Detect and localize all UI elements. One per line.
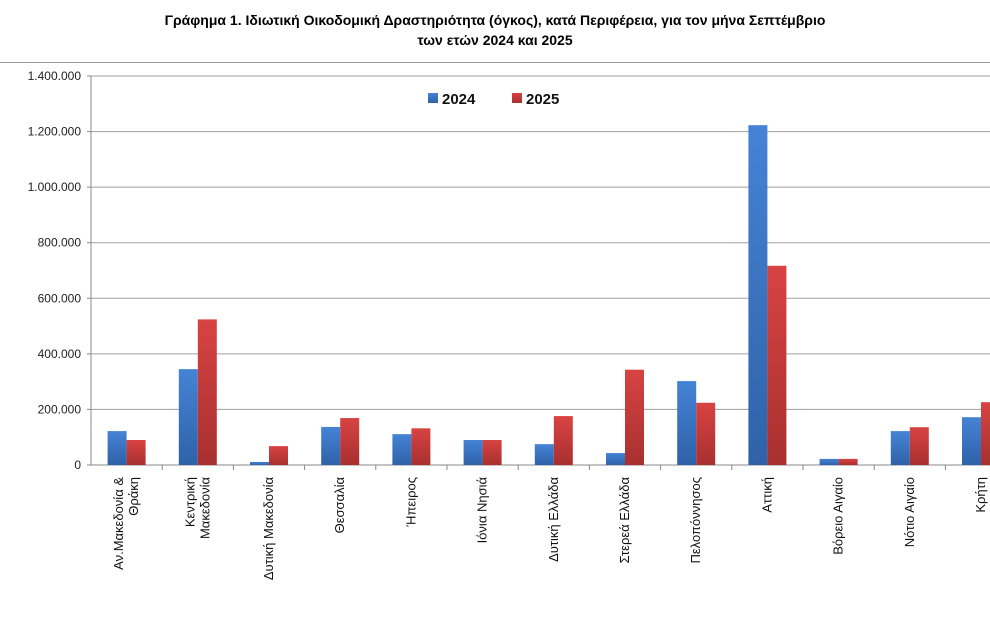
bar-2025 (197, 319, 217, 465)
x-tick-label: Αττική (759, 477, 774, 513)
bar-2025 (553, 416, 573, 465)
frame-top-border (0, 62, 990, 63)
bar-2025 (482, 439, 502, 465)
bar-2025 (269, 446, 288, 465)
bar-2024 (748, 125, 768, 465)
bar-2025 (909, 427, 929, 465)
chart-title: Γράφημα 1. Ιδιωτική Οικοδομική Δραστηριό… (0, 10, 990, 50)
legend-label-2024: 2024 (442, 91, 476, 108)
y-tick-label: 0 (74, 458, 81, 472)
legend-swatch-2025 (512, 93, 522, 103)
x-tick-label: Πελοπόννησος (688, 477, 703, 563)
x-tick-label: Αν.Μακεδονία & (111, 477, 126, 570)
x-tick-label: Ήπειρος (403, 477, 418, 527)
x-tick-label: Στερεά Ελλάδα (617, 477, 632, 564)
bar-2024 (463, 439, 483, 465)
bar-2024 (534, 444, 554, 465)
bar-2024 (606, 453, 625, 465)
x-tick-label: Θεσσαλία (332, 477, 347, 534)
title-line-2: των ετών 2024 και 2025 (417, 32, 573, 48)
bar-2025 (767, 265, 787, 465)
x-tick-label: Νότιο Αιγαίο (902, 477, 917, 547)
x-tick-label: Θράκη (126, 477, 141, 516)
legend-label-2025: 2025 (526, 91, 559, 108)
bar-2025 (625, 369, 644, 465)
x-tick-label: Βόρειο Αιγαίο (831, 477, 846, 555)
bar-2024 (250, 461, 269, 465)
y-tick-label: 1.200.000 (28, 125, 82, 139)
bar-2025 (411, 428, 431, 465)
bar-2024 (178, 369, 198, 465)
y-tick-label: 600.000 (38, 291, 82, 305)
bar-2025 (981, 402, 990, 465)
y-tick-label: 1.400.000 (28, 69, 82, 83)
x-tick-label: Ιόνια Νησιά (475, 477, 490, 544)
legend-swatch-2024 (428, 93, 438, 103)
x-tick-label: Κεντρική (182, 477, 197, 527)
bar-2024 (392, 434, 412, 465)
bar-2025 (340, 418, 360, 465)
bar-2025 (838, 458, 858, 465)
bar-2025 (696, 402, 716, 465)
bar-2024 (321, 426, 341, 465)
y-tick-label: 1.000.000 (28, 180, 82, 194)
bar-2024 (819, 458, 839, 465)
bar-2024 (962, 417, 981, 465)
x-tick-label: Δυτική Μακεδονία (261, 477, 276, 581)
y-tick-label: 200.000 (38, 402, 82, 416)
x-tick-label: Κρήτη (973, 477, 988, 513)
title-line-1: Γράφημα 1. Ιδιωτική Οικοδομική Δραστηριό… (164, 12, 826, 28)
bar-2024 (677, 381, 697, 465)
bar-2024 (890, 431, 910, 465)
y-tick-label: 800.000 (38, 236, 82, 250)
x-tick-label: Μακεδονία (197, 477, 212, 539)
x-tick-label: Δυτική Ελλάδα (546, 477, 561, 562)
bar-2025 (126, 439, 146, 465)
y-tick-label: 400.000 (38, 347, 82, 361)
bar-2024 (107, 431, 127, 465)
